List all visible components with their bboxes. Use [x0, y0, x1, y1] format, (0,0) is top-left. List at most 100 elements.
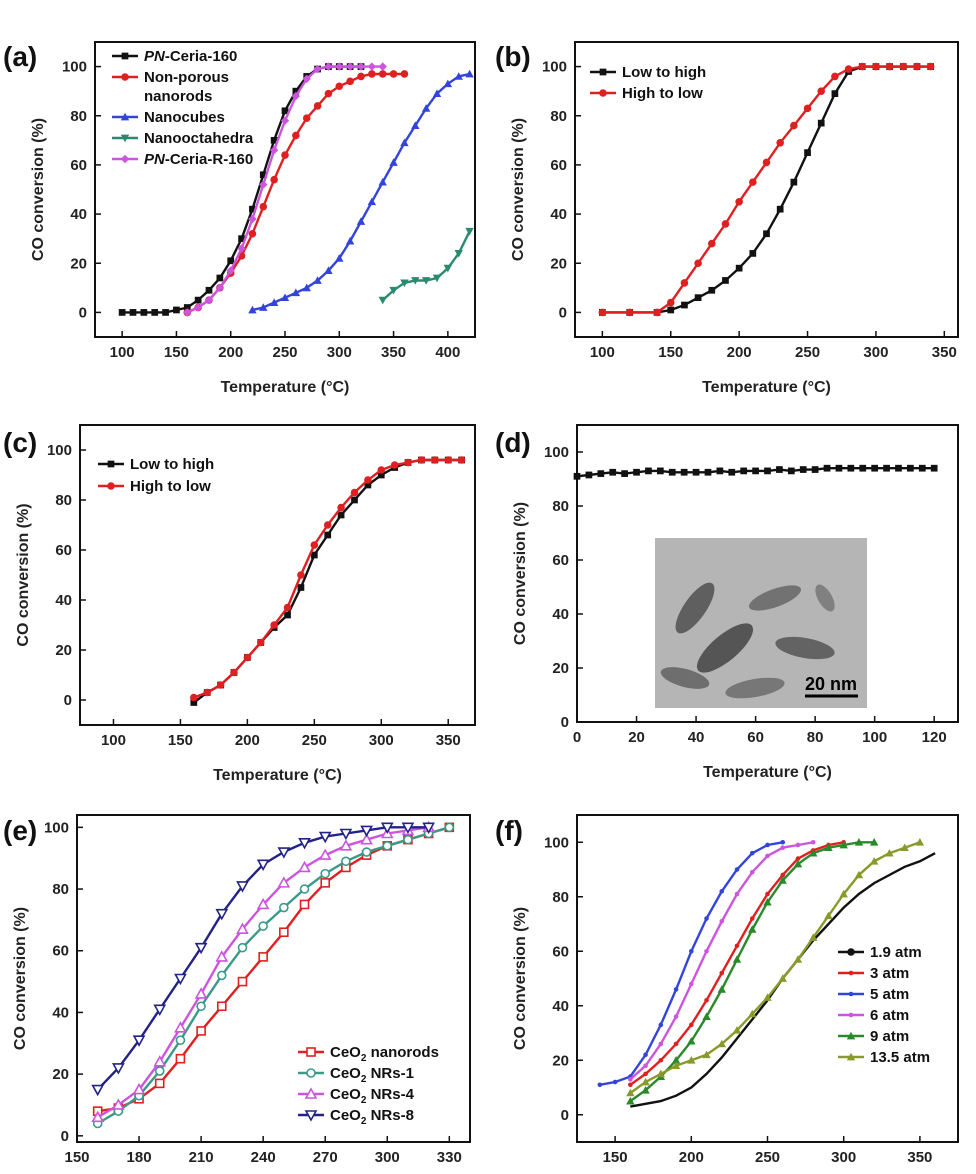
y-tick-label: 80: [70, 108, 87, 125]
x-tick-label: 240: [251, 1149, 276, 1166]
x-tick-label: 80: [807, 729, 824, 746]
legend-marker: [120, 154, 130, 164]
data-point: [824, 911, 833, 920]
data-point: [216, 681, 225, 689]
data-point: [302, 283, 311, 292]
legend-marker: [599, 89, 607, 97]
data-point: [645, 467, 652, 475]
data-point: [915, 838, 925, 846]
y-tick-label: 60: [55, 542, 72, 559]
legend-label: 9 atm: [870, 1028, 909, 1045]
data-point: [216, 274, 224, 282]
data-point: [778, 876, 787, 884]
x-tick-label: 100: [101, 732, 126, 749]
legend-label: 6 atm: [870, 1007, 909, 1024]
data-point: [277, 847, 291, 859]
legend-marker: [121, 73, 129, 81]
x-tick-label: 330: [437, 1149, 462, 1166]
data-point: [764, 467, 771, 475]
data-point: [280, 293, 290, 302]
panel-e: (e)150180210240270300330020406080100Temp…: [3, 814, 471, 1166]
series-6-atm: [628, 839, 816, 1082]
data-point: [749, 916, 755, 921]
data-point: [680, 468, 688, 476]
data-point: [704, 948, 709, 954]
data-point: [748, 1009, 757, 1018]
data-point: [717, 985, 726, 993]
data-point: [793, 859, 803, 868]
data-point: [279, 902, 289, 913]
data-point: [749, 178, 757, 186]
data-point: [673, 1041, 679, 1047]
data-point: [687, 1056, 696, 1064]
data-point: [763, 898, 772, 906]
x-tick-label: 350: [381, 344, 406, 361]
x-axis-title: Temperature (°C): [703, 764, 832, 781]
scale-bar-label: 20 nm: [805, 674, 857, 694]
data-point: [378, 177, 387, 186]
panel-label: (b): [495, 41, 531, 72]
data-point: [454, 250, 463, 258]
data-point: [702, 1050, 711, 1059]
data-point: [656, 467, 664, 475]
y-tick-label: 0: [561, 714, 569, 731]
data-point: [140, 309, 148, 316]
data-point: [380, 822, 394, 834]
data-point: [749, 850, 755, 856]
data-point: [337, 503, 345, 512]
legend-marker: [304, 1087, 318, 1099]
data-point: [298, 860, 311, 873]
legend-marker: [107, 482, 115, 490]
data-point: [694, 259, 702, 268]
data-point: [658, 1022, 664, 1028]
data-point: [259, 171, 267, 179]
data-point: [112, 1098, 125, 1110]
data-point: [776, 139, 784, 147]
series-main: [573, 464, 938, 480]
x-tick-label: 350: [907, 1149, 932, 1166]
data-point: [279, 927, 289, 938]
data-point: [895, 464, 902, 472]
legend-label: 3 atm: [870, 965, 909, 982]
y-tick-label: 100: [44, 819, 69, 836]
data-point: [810, 839, 816, 845]
y-tick-label: 40: [70, 206, 87, 223]
data-point: [400, 279, 409, 288]
y-axis-title: CO conversion (%): [510, 118, 527, 261]
data-point: [641, 1077, 650, 1086]
data-point: [154, 1078, 165, 1089]
x-tick-label: 300: [375, 1149, 400, 1166]
data-point: [215, 283, 225, 293]
data-point: [190, 699, 198, 706]
data-point: [913, 62, 921, 71]
data-point: [299, 884, 310, 894]
x-tick-label: 180: [127, 1149, 152, 1166]
x-tick-label: 100: [110, 344, 135, 361]
panel-label: (a): [3, 41, 37, 72]
data-point: [598, 308, 607, 317]
data-point: [302, 74, 311, 84]
data-point: [719, 889, 725, 894]
data-point: [291, 91, 301, 101]
data-point: [734, 943, 740, 949]
x-tick-label: 350: [932, 344, 957, 361]
data-point: [673, 987, 679, 992]
data-point: [389, 70, 398, 78]
plot-frame: [94, 41, 476, 338]
y-tick-label: 80: [552, 889, 569, 906]
data-point: [704, 998, 709, 1003]
legend-label: CeO2 NRs-4: [330, 1086, 415, 1106]
data-point: [765, 842, 770, 848]
y-tick-label: 20: [552, 660, 569, 677]
data-point: [118, 309, 126, 316]
data-point: [175, 1053, 186, 1064]
data-point: [204, 295, 214, 305]
data-point: [256, 897, 270, 910]
data-point: [313, 276, 322, 284]
data-point: [573, 472, 581, 480]
data-point: [297, 584, 305, 591]
data-point: [734, 891, 740, 897]
data-point: [809, 848, 818, 857]
data-point: [339, 828, 353, 841]
